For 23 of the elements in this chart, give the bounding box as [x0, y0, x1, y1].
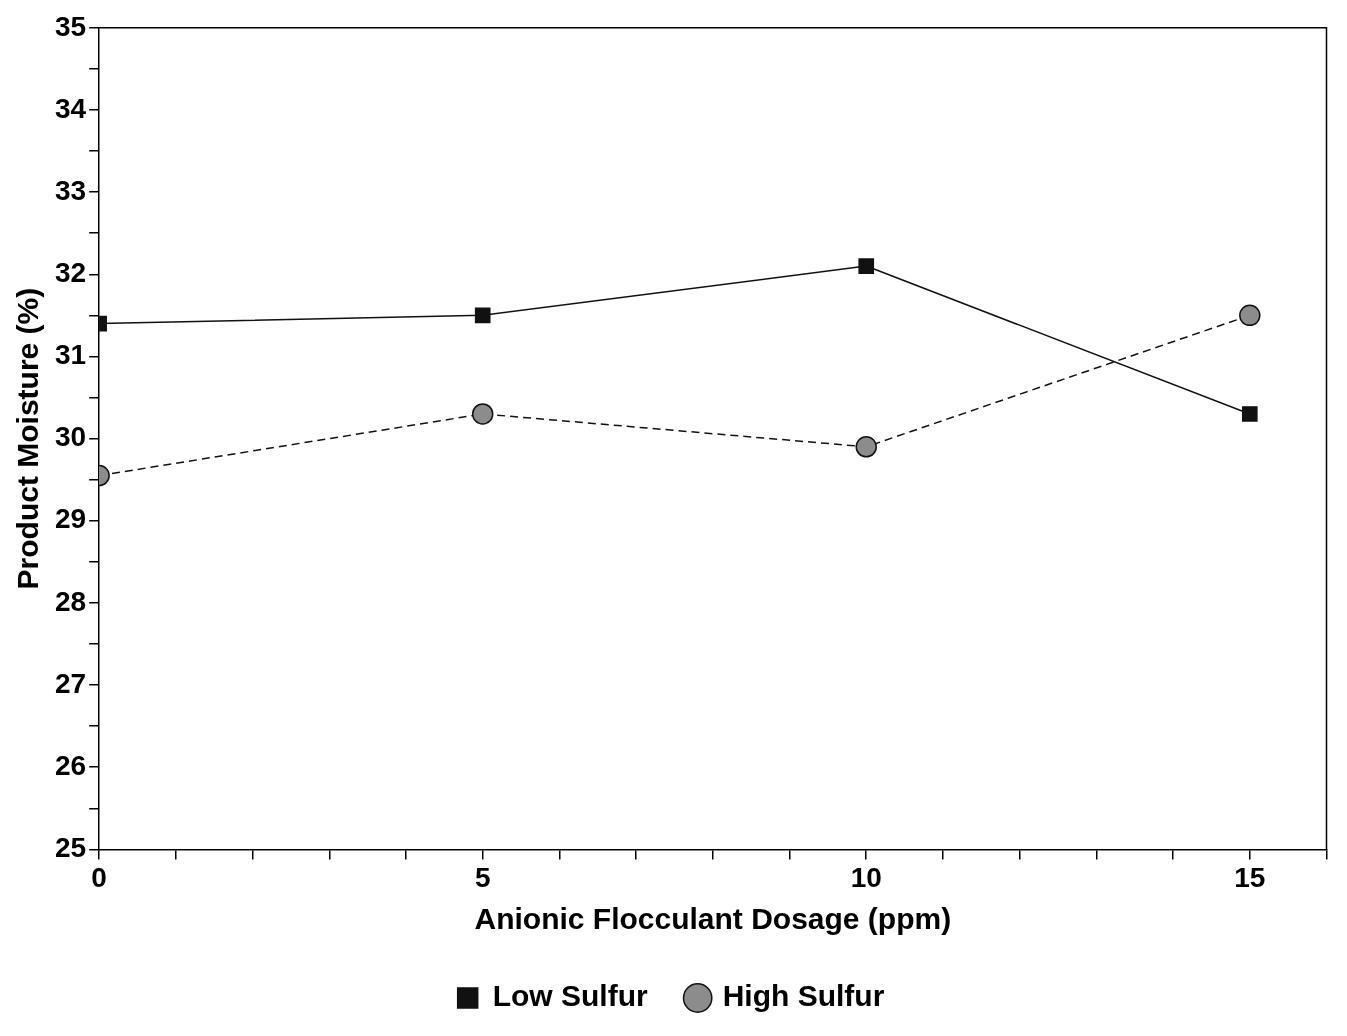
- y-tick-label: 33: [54, 174, 87, 206]
- y-tick-label: 30: [54, 421, 87, 453]
- y-tick-label: 26: [54, 749, 87, 781]
- y-tick-label: 25: [54, 832, 87, 864]
- x-tick-label: 15: [1234, 861, 1266, 893]
- y-axis-title: Product Moisture (%): [11, 287, 45, 590]
- x-tick-label: 10: [850, 861, 882, 893]
- y-tick-label: 31: [54, 339, 87, 371]
- point: [855, 436, 877, 458]
- y-tick-label: 27: [54, 667, 87, 699]
- legend-label: Low Sulfur: [492, 979, 648, 1013]
- x-tick-label: 0: [91, 861, 107, 893]
- point: [1241, 406, 1258, 422]
- point: [858, 258, 875, 274]
- y-tick-label: 35: [54, 10, 87, 42]
- legend-label: High Sulfur: [722, 979, 885, 1013]
- x-tick-label: 5: [474, 861, 491, 893]
- y-tick-label: 28: [54, 585, 87, 617]
- y-tick-label: 29: [54, 503, 87, 535]
- y-tick-label: 32: [54, 257, 87, 288]
- x-axis-title: Anionic Flocculant Dosage (ppm): [474, 902, 952, 936]
- y-tick-label: 34: [54, 92, 87, 124]
- point: [1239, 304, 1261, 327]
